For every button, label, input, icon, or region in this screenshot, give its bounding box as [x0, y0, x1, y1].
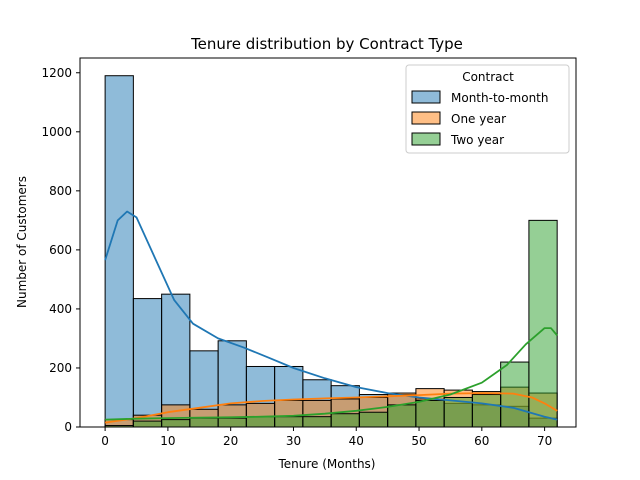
y-tick-label-0: 0	[64, 420, 72, 434]
bar-2-8	[330, 413, 360, 428]
x-tick-label-2: 20	[223, 434, 238, 448]
bar-2-11	[415, 399, 445, 428]
x-tick-label-6: 60	[474, 434, 489, 448]
bar-2-5	[245, 416, 276, 428]
chart-title: Tenure distribution by Contract Type	[190, 35, 463, 53]
bar-2-6	[274, 416, 304, 428]
kde-line-0	[104, 210, 558, 421]
bar-2-9	[358, 411, 389, 428]
x-tick-label-1: 10	[160, 434, 175, 448]
legend-swatch-0	[411, 90, 441, 104]
legend-frame	[405, 64, 570, 154]
legend-label-1: One year	[451, 112, 506, 126]
bar-0-0	[104, 75, 134, 428]
kde-curves	[104, 210, 558, 424]
plot-frame	[79, 57, 577, 428]
x-axis-ticks: 0 10 20 30 40 50 60 70	[101, 427, 552, 448]
bar-2-7	[302, 416, 332, 428]
y-axis-ticks: 0 200 400 600 800 1000 1200	[41, 66, 80, 434]
legend-label-2: Two year	[450, 133, 504, 147]
y-tick-label-5: 1000	[41, 125, 72, 139]
bar-2-2	[161, 419, 191, 428]
y-tick-label-4: 800	[49, 184, 72, 198]
bar-2-4	[217, 417, 247, 428]
kde-line-1	[104, 392, 558, 424]
legend-swatch-2	[411, 132, 441, 146]
y-axis-label: Number of Customers	[15, 176, 29, 308]
bar-2-3	[189, 417, 219, 428]
y-tick-label-6: 1200	[41, 66, 72, 80]
histogram-bars	[104, 75, 558, 428]
bar-2-10	[387, 404, 417, 428]
bar-2-15	[528, 219, 558, 428]
kde-line-2	[105, 327, 558, 421]
x-tick-label-0: 0	[101, 434, 109, 448]
legend-swatch-1	[411, 111, 441, 125]
x-tick-label-4: 40	[349, 434, 364, 448]
x-tick-label-3: 30	[286, 434, 301, 448]
bar-2-13	[471, 394, 502, 428]
legend-title: Contract	[462, 70, 514, 84]
y-tick-label-2: 400	[49, 302, 72, 316]
bar-2-1	[132, 420, 163, 428]
y-tick-label-3: 600	[49, 243, 72, 257]
x-axis-label: Tenure (Months)	[278, 457, 376, 471]
legend-label-0: Month-to-month	[451, 91, 549, 105]
x-tick-label-7: 70	[537, 434, 552, 448]
x-tick-label-5: 50	[411, 434, 426, 448]
y-tick-label-1: 200	[49, 361, 72, 375]
bar-0-1	[132, 298, 163, 428]
legend: Contract Month-to-month One year Two year	[405, 64, 570, 154]
